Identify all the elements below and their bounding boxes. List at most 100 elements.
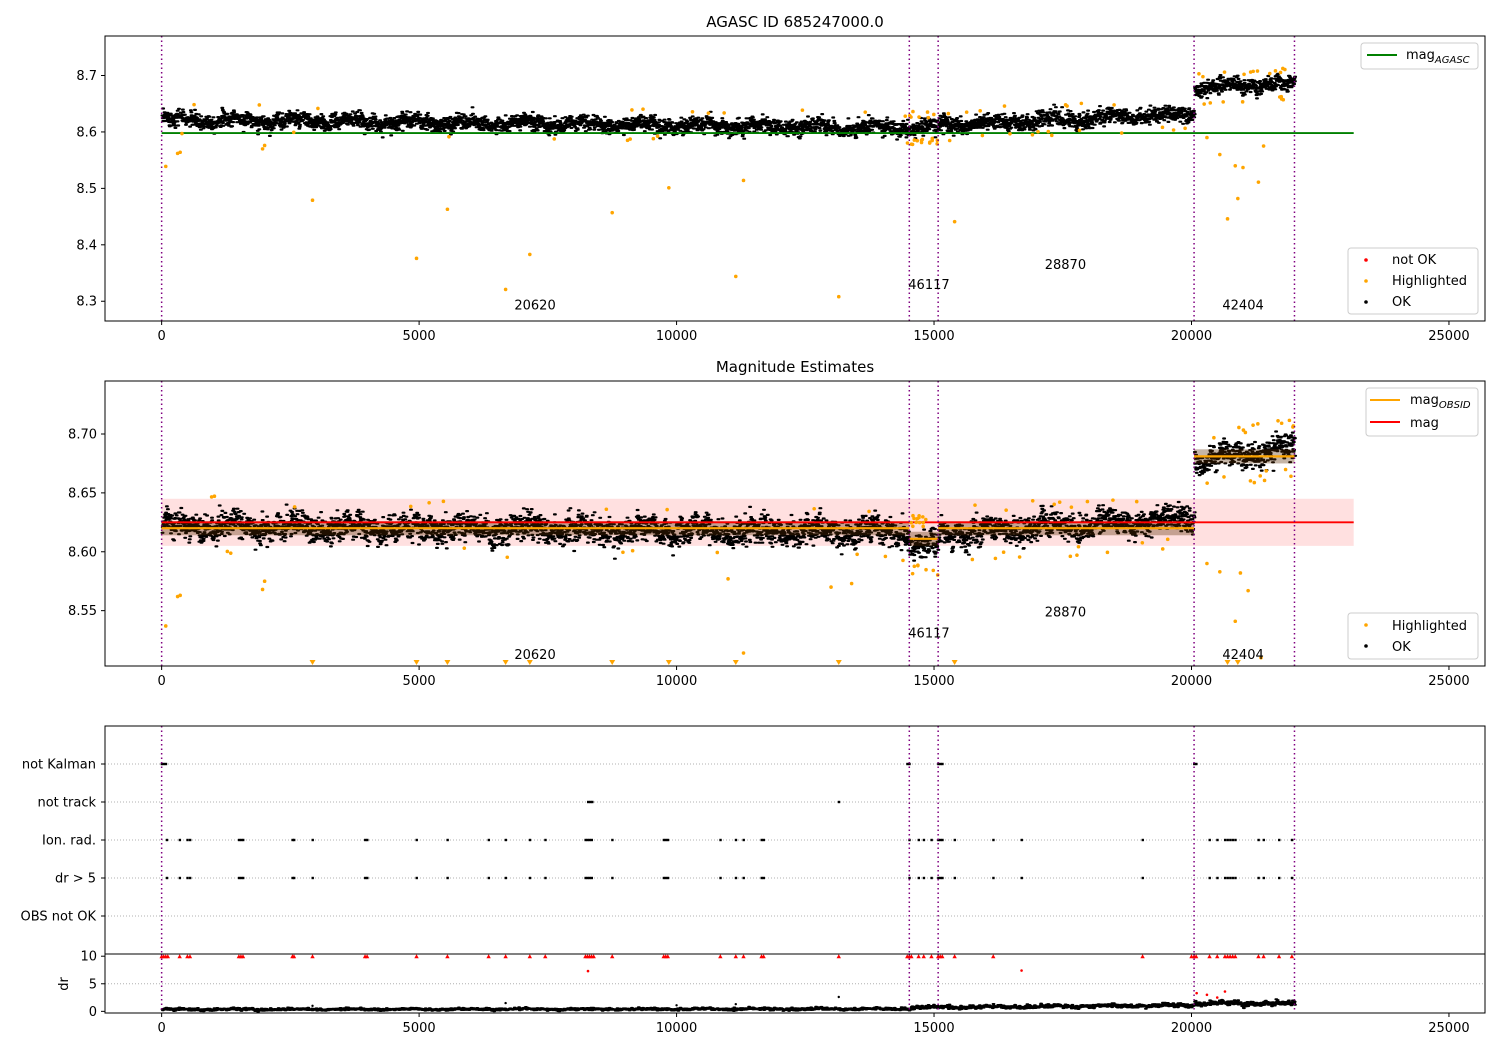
dr-capped-marker (952, 954, 957, 959)
dr-panel: 0 5000 10000 15000 20000 25000 0 5 10 dr (57, 950, 1486, 1036)
dr-capped-marker (291, 954, 297, 959)
highlighted-point (1160, 125, 1165, 130)
highlighted-point (1283, 467, 1288, 472)
highlighted-point (741, 651, 746, 655)
flag-marker (186, 876, 189, 880)
highlighted-point (910, 142, 915, 147)
magnitude-obsid-labels: 20620 46117 28870 42404 (514, 606, 1263, 663)
flag-marker (908, 876, 911, 880)
flag-marker (588, 838, 591, 842)
highlighted-point (726, 577, 730, 581)
highlighted-point (292, 505, 297, 509)
highlighted-point (849, 581, 854, 586)
flag-marker (242, 876, 245, 880)
x-tick-label: 0 (158, 674, 166, 689)
flag-marker (586, 838, 589, 842)
highlighted-point (1222, 70, 1227, 74)
highlighted-point (163, 624, 168, 628)
agasc-obsid-labels: 20620 46117 28870 42404 (514, 258, 1263, 314)
highlighted-point (505, 555, 510, 560)
flag-marker (941, 762, 944, 766)
obsid-label: 46117 (908, 627, 949, 642)
highlighted-point (1236, 196, 1240, 201)
flag-marker (165, 838, 169, 842)
flag-marker (186, 838, 189, 842)
highlighted-point (262, 579, 267, 584)
obsid-label: 42404 (1222, 648, 1263, 663)
flag-marker (584, 838, 587, 842)
highlighted-point (867, 509, 871, 514)
highlighted-point (1069, 505, 1074, 509)
flag-marker (1231, 876, 1235, 880)
highlighted-point (178, 593, 182, 598)
flag-marker (666, 838, 670, 842)
dr-capped-marker (940, 954, 945, 959)
highlighted-point (180, 131, 184, 136)
highlighted-point (855, 552, 859, 557)
dr-capped-marker (1140, 954, 1145, 959)
flag-marker (742, 876, 745, 880)
y-tick-label: 8.5 (76, 182, 97, 197)
agasc-axes-frame (104, 35, 1486, 322)
flag-marker (1229, 838, 1232, 842)
highlighted-point (462, 546, 467, 550)
mag-obsid-legend-subscript: OBSID (1439, 400, 1471, 411)
flag-row-label: dr > 5 (55, 872, 96, 887)
highlighted-point (1134, 499, 1139, 504)
highlighted-point (1262, 478, 1267, 483)
offscale-marker (1224, 660, 1231, 665)
highlighted-point (935, 138, 940, 143)
magnitude-legend-lower-box (1347, 612, 1479, 660)
highlighted-point (414, 256, 419, 261)
x-tick-label: 10000 (656, 329, 697, 344)
dr-not-ok-point (1215, 996, 1219, 999)
agasc-legend-lower: not OK Highlighted OK (1347, 247, 1479, 315)
magnitude-plot-area (160, 381, 1354, 666)
highlighted-point (316, 106, 320, 111)
highlighted-point (1112, 103, 1116, 107)
flag-marker (487, 876, 491, 880)
dr-capped-marker (165, 954, 171, 959)
highlighted-point (932, 112, 936, 117)
flag-marker (160, 762, 164, 766)
dr-axis-label: dr (57, 977, 72, 991)
highlighted-point (1077, 128, 1082, 133)
highlighted-point (1049, 133, 1054, 138)
agasc-title: AGASC ID 685247000.0 (706, 13, 884, 31)
highlighted-point (291, 130, 296, 135)
dr-capped-marker (310, 954, 315, 959)
highlighted-point (1063, 103, 1068, 107)
highlighted-point (1261, 144, 1266, 148)
flag-marker (1278, 876, 1281, 880)
highlighted-point (973, 503, 977, 507)
highlighted-point (1205, 561, 1209, 566)
highlighted-point (905, 141, 910, 145)
highlighted-point (917, 520, 922, 525)
highlighted-point (1008, 131, 1012, 136)
highlighted-point (1283, 67, 1287, 72)
dr-capped-marker (718, 954, 723, 959)
flag-marker (291, 838, 294, 842)
dr-capped-marker (486, 954, 491, 959)
x-tick-label: 15000 (913, 674, 954, 689)
dr-x-axis: 0 5000 10000 15000 20000 25000 (158, 1013, 1470, 1036)
flag-marker (446, 838, 449, 842)
highlighted-point (1212, 435, 1216, 440)
dr-not-ok-point (586, 969, 590, 973)
offscale-marker (526, 660, 533, 665)
highlighted-point (1030, 133, 1035, 137)
flag-marker (528, 838, 532, 842)
offscale-marker (444, 660, 451, 665)
flag-marker (1141, 838, 1144, 842)
highlighted-point (1057, 500, 1062, 504)
highlighted-point (1277, 95, 1282, 99)
highlighted-point (163, 164, 168, 169)
flag-marker (917, 838, 920, 842)
highlighted-point (919, 140, 924, 145)
highlighted-point (1242, 72, 1246, 77)
x-tick-label: 10000 (656, 1021, 697, 1036)
flag-marker (1020, 838, 1023, 842)
highlighted-point (921, 524, 925, 529)
dr-capped-marker (591, 954, 596, 959)
